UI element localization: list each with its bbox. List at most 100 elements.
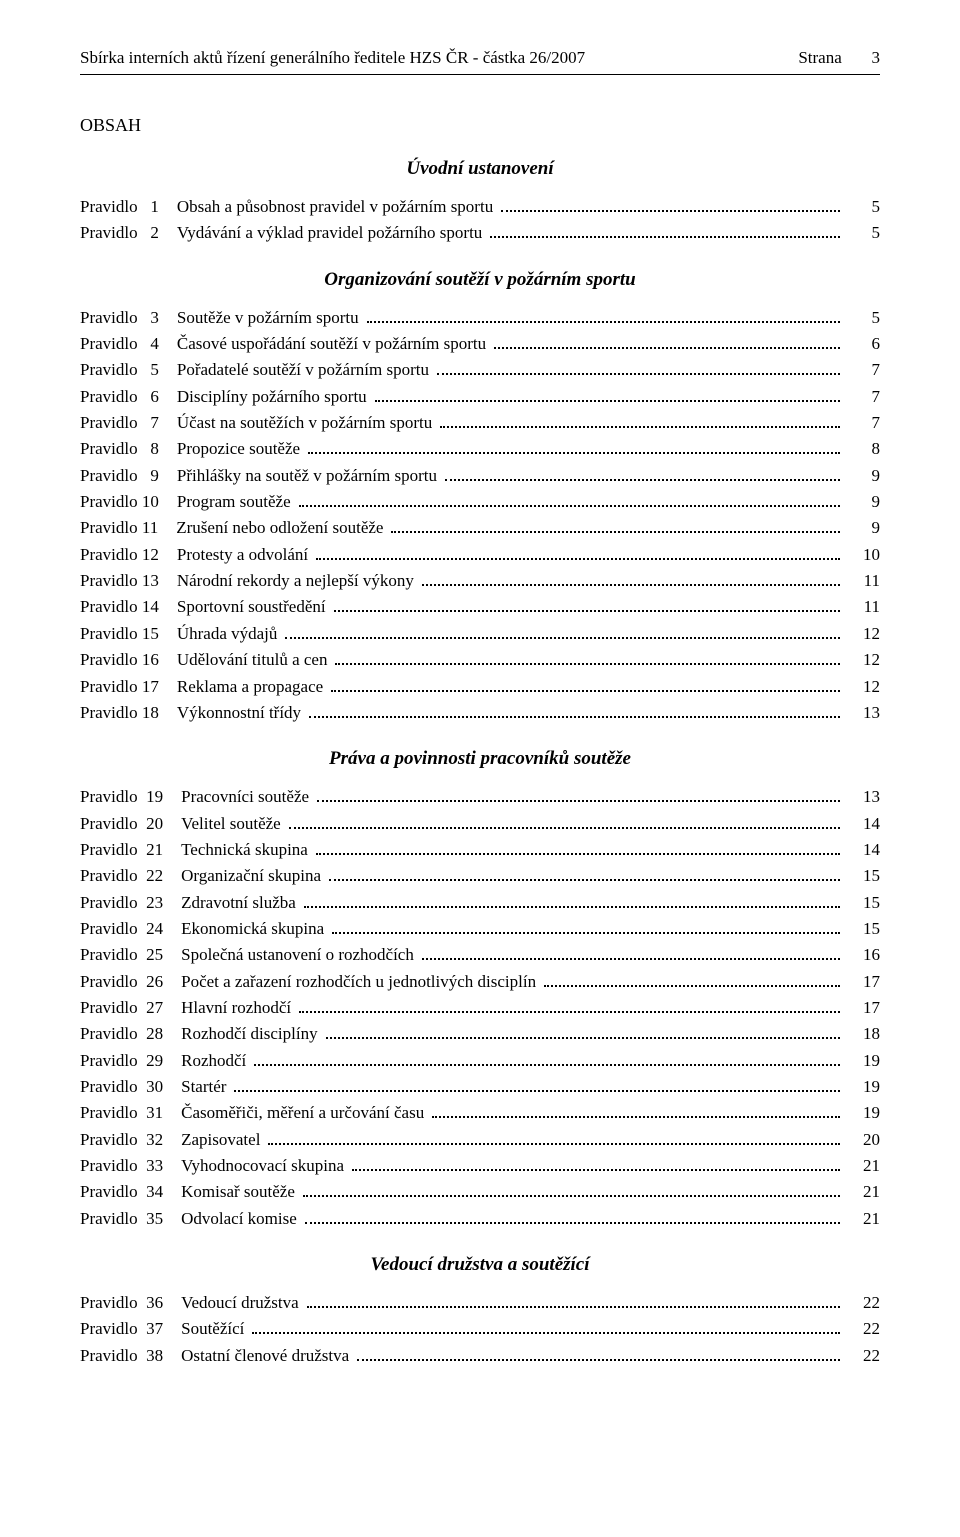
toc-row: Pravidlo 33Vyhodnocovací skupina21 bbox=[80, 1153, 880, 1179]
toc-rule-label: Pravidlo 38 bbox=[80, 1343, 163, 1369]
toc-leader-dots bbox=[334, 596, 840, 612]
toc-row: Pravidlo 29Rozhodčí19 bbox=[80, 1048, 880, 1074]
toc-row: Pravidlo 12Protesty a odvolání10 bbox=[80, 542, 880, 568]
toc-row: Pravidlo 36Vedoucí družstva22 bbox=[80, 1290, 880, 1316]
toc-page-number: 14 bbox=[842, 811, 880, 837]
toc-row: Pravidlo 20Velitel soutěže14 bbox=[80, 811, 880, 837]
toc-page-number: 9 bbox=[842, 489, 880, 515]
toc-rule-label: Pravidlo 9 bbox=[80, 463, 159, 489]
toc-rule-label: Pravidlo 31 bbox=[80, 1100, 163, 1126]
toc-rule-label: Pravidlo 28 bbox=[80, 1021, 163, 1047]
section-heading: Úvodní ustanovení bbox=[80, 158, 880, 180]
toc-rule-label: Pravidlo 21 bbox=[80, 837, 163, 863]
toc-page-number: 18 bbox=[842, 1021, 880, 1047]
toc-row: Pravidlo 30Startér19 bbox=[80, 1074, 880, 1100]
toc-leader-dots bbox=[252, 1318, 840, 1334]
toc-rule-title: Národní rekordy a nejlepší výkony bbox=[159, 568, 420, 594]
toc-rule-label: Pravidlo 6 bbox=[80, 384, 159, 410]
toc-rule-label: Pravidlo 18 bbox=[80, 700, 159, 726]
toc-leader-dots bbox=[299, 491, 840, 507]
toc-rule-title: Rozhodčí disciplíny bbox=[163, 1021, 323, 1047]
toc-page-number: 13 bbox=[842, 784, 880, 810]
toc-rule-label: Pravidlo 4 bbox=[80, 331, 159, 357]
table-of-contents: Úvodní ustanovení Pravidlo 1Obsah a působ… bbox=[80, 158, 880, 1369]
toc-rule-label: Pravidlo 32 bbox=[80, 1127, 163, 1153]
toc-page-number: 15 bbox=[842, 890, 880, 916]
toc-leader-dots bbox=[305, 1207, 840, 1223]
section-heading: Práva a povinnosti pracovníků soutěže bbox=[80, 748, 880, 770]
toc-rule-label: Pravidlo 16 bbox=[80, 647, 159, 673]
toc-leader-dots bbox=[544, 970, 840, 986]
toc-leader-dots bbox=[357, 1344, 840, 1360]
toc-rule-title: Zrušení nebo odložení soutěže bbox=[158, 515, 389, 541]
toc-row: Pravidlo 18Výkonnostní třídy13 bbox=[80, 700, 880, 726]
toc-rule-label: Pravidlo 37 bbox=[80, 1316, 163, 1342]
toc-rule-label: Pravidlo 7 bbox=[80, 410, 159, 436]
toc-page-number: 7 bbox=[842, 384, 880, 410]
toc-page-number: 5 bbox=[842, 305, 880, 331]
toc-row: Pravidlo 31Časoměřiči, měření a určování… bbox=[80, 1100, 880, 1126]
toc-rule-title: Organizační skupina bbox=[163, 863, 327, 889]
toc-row: Pravidlo 2Vydávání a výklad pravidel pož… bbox=[80, 220, 880, 246]
toc-leader-dots bbox=[352, 1155, 840, 1171]
toc-leader-dots bbox=[303, 1181, 840, 1197]
toc-rule-label: Pravidlo 24 bbox=[80, 916, 163, 942]
toc-leader-dots bbox=[308, 438, 840, 454]
toc-page-number: 8 bbox=[842, 436, 880, 462]
toc-rule-title: Obsah a působnost pravidel v požárním sp… bbox=[159, 194, 499, 220]
toc-rule-label: Pravidlo 36 bbox=[80, 1290, 163, 1316]
toc-leader-dots bbox=[501, 196, 840, 212]
toc-row: Pravidlo 32Zapisovatel20 bbox=[80, 1127, 880, 1153]
toc-rule-label: Pravidlo 35 bbox=[80, 1206, 163, 1232]
toc-leader-dots bbox=[332, 917, 840, 933]
toc-leader-dots bbox=[304, 891, 840, 907]
toc-rule-label: Pravidlo 13 bbox=[80, 568, 159, 594]
toc-rule-label: Pravidlo 3 bbox=[80, 305, 159, 331]
toc-page-number: 14 bbox=[842, 837, 880, 863]
toc-row: Pravidlo 37Soutěžící22 bbox=[80, 1316, 880, 1342]
toc-row: Pravidlo 6Disciplíny požárního sportu7 bbox=[80, 384, 880, 410]
toc-row: Pravidlo 22Organizační skupina15 bbox=[80, 863, 880, 889]
toc-page-number: 7 bbox=[842, 410, 880, 436]
toc-rule-title: Časoměřiči, měření a určování času bbox=[163, 1100, 430, 1126]
toc-leader-dots bbox=[391, 517, 840, 533]
toc-page-number: 20 bbox=[842, 1127, 880, 1153]
toc-leader-dots bbox=[234, 1076, 840, 1092]
toc-rule-title: Udělování titulů a cen bbox=[159, 647, 334, 673]
toc-row: Pravidlo 11Zrušení nebo odložení soutěže… bbox=[80, 515, 880, 541]
toc-leader-dots bbox=[289, 812, 840, 828]
toc-page-number: 17 bbox=[842, 969, 880, 995]
toc-row: Pravidlo 25Společná ustanovení o rozhodč… bbox=[80, 942, 880, 968]
toc-rule-title: Počet a zařazení rozhodčích u jednotlivý… bbox=[163, 969, 542, 995]
toc-leader-dots bbox=[317, 786, 840, 802]
toc-page-number: 9 bbox=[842, 515, 880, 541]
toc-leader-dots bbox=[316, 838, 840, 854]
toc-rule-title: Sportovní soustředění bbox=[159, 594, 332, 620]
toc-row: Pravidlo 1Obsah a působnost pravidel v p… bbox=[80, 194, 880, 220]
toc-rule-title: Úhrada výdajů bbox=[159, 621, 284, 647]
toc-rule-title: Technická skupina bbox=[163, 837, 314, 863]
toc-page-number: 9 bbox=[842, 463, 880, 489]
toc-rule-label: Pravidlo 22 bbox=[80, 863, 163, 889]
toc-leader-dots bbox=[437, 359, 840, 375]
toc-rule-label: Pravidlo 30 bbox=[80, 1074, 163, 1100]
toc-page-number: 11 bbox=[842, 594, 880, 620]
toc-row: Pravidlo 15Úhrada výdajů12 bbox=[80, 621, 880, 647]
toc-leader-dots bbox=[375, 385, 840, 401]
document-page: Sbírka interních aktů řízení generálního… bbox=[0, 0, 960, 1537]
toc-page-number: 13 bbox=[842, 700, 880, 726]
toc-rule-title: Soutěže v požárním sportu bbox=[159, 305, 365, 331]
toc-page-number: 5 bbox=[842, 194, 880, 220]
toc-rule-title: Zdravotní služba bbox=[163, 890, 302, 916]
header-left: Sbírka interních aktů řízení generálního… bbox=[80, 48, 585, 68]
toc-rule-label: Pravidlo 34 bbox=[80, 1179, 163, 1205]
header-page-number: 3 bbox=[872, 48, 881, 67]
toc-rule-title: Hlavní rozhodčí bbox=[163, 995, 297, 1021]
toc-page-number: 21 bbox=[842, 1179, 880, 1205]
toc-page-number: 19 bbox=[842, 1048, 880, 1074]
toc-rule-title: Komisař soutěže bbox=[163, 1179, 301, 1205]
toc-rule-title: Ekonomická skupina bbox=[163, 916, 330, 942]
toc-page-number: 21 bbox=[842, 1206, 880, 1232]
toc-row: Pravidlo 3Soutěže v požárním sportu 5 bbox=[80, 305, 880, 331]
toc-rule-title: Vydávání a výklad pravidel požárního spo… bbox=[159, 220, 488, 246]
